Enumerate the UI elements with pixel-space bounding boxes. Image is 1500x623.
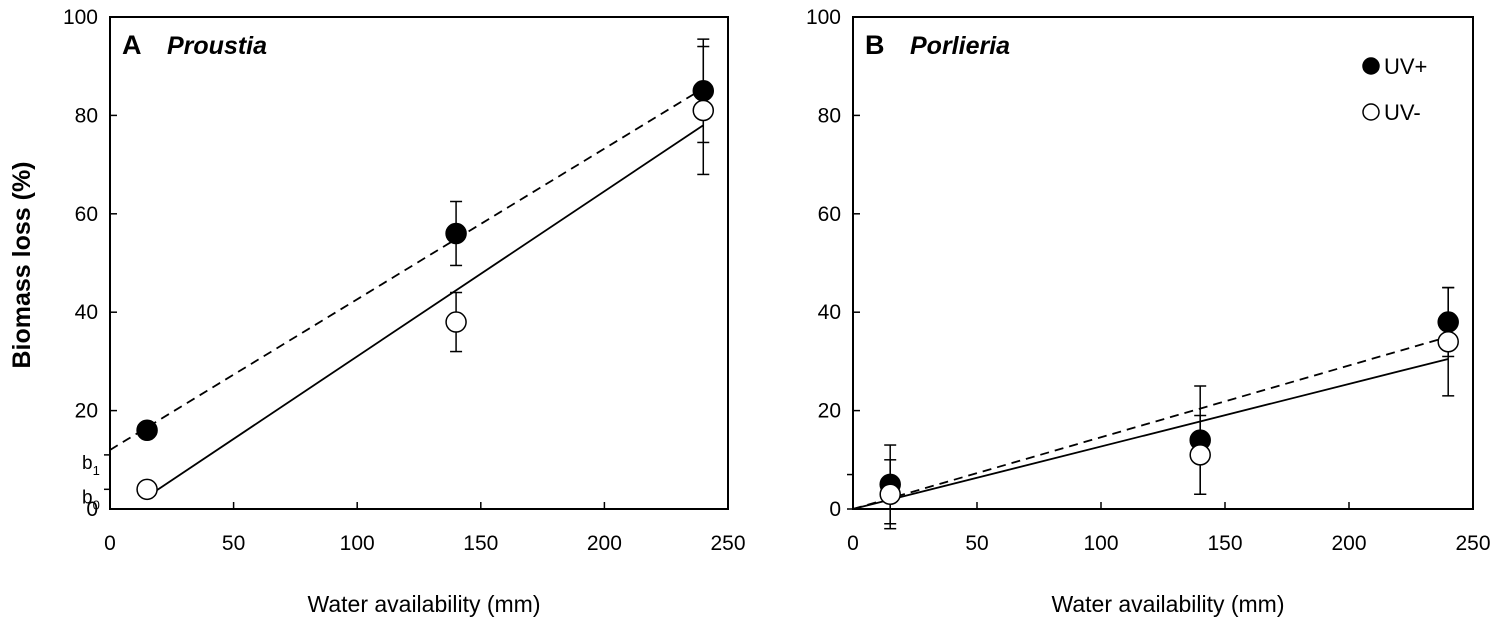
x-tick-label: 150	[463, 532, 498, 555]
x-tick-label: 150	[1207, 532, 1242, 555]
plot-frame	[852, 16, 1474, 510]
data-point-uv-minus	[445, 311, 467, 333]
y-tick-label: 100	[63, 6, 98, 29]
x-tick-label: 0	[104, 532, 116, 555]
intercept-label: b1	[82, 453, 100, 478]
panel-a: 0 20 40 60 80 100 0 50 100 150 200 250 Water availab…	[63, 6, 746, 617]
panel-species: Porlieria	[910, 32, 1010, 60]
data-point-uv-minus	[1437, 330, 1459, 353]
y-tick-label: 40	[75, 301, 98, 324]
legend-marker-open	[1362, 103, 1380, 121]
x-tick-label: 250	[1455, 532, 1490, 555]
y-tick-label: 0	[86, 498, 98, 521]
data-point-uv-plus	[1437, 311, 1459, 333]
y-tick-label: 60	[75, 203, 98, 226]
legend-label: UV+	[1384, 54, 1427, 79]
x-tick-label: 50	[965, 532, 988, 555]
panel-letter: A	[122, 30, 142, 60]
x-tick-label: 100	[340, 532, 375, 555]
y-tick-label: 20	[818, 400, 841, 423]
panel-species: Proustia	[167, 32, 267, 60]
fit-line-dashed	[109, 87, 704, 451]
fit-line-dashed	[852, 335, 1449, 510]
x-tick-label: 250	[710, 532, 745, 555]
y-tick-label: 80	[75, 104, 98, 127]
panel-b: 0 20 40 60 80 100 0 50 100 150 200 250 Water availab…	[806, 6, 1491, 617]
x-tick-label: 200	[1331, 532, 1366, 555]
plot-frame	[109, 16, 729, 510]
legend-marker-filled	[1362, 57, 1380, 75]
data-point-uv-minus	[692, 99, 715, 122]
panel-letter: B	[865, 30, 885, 60]
x-axis-title: Water availability (mm)	[307, 591, 540, 617]
y-tick-label: 80	[818, 104, 841, 127]
legend-label: UV-	[1384, 100, 1421, 125]
x-tick-label: 50	[222, 532, 245, 555]
x-tick-label: 0	[847, 532, 859, 555]
data-point-uv-minus	[136, 478, 158, 501]
y-tick-label: 20	[75, 400, 98, 423]
y-axis-title: Biomass loss (%)	[8, 161, 36, 368]
data-point-uv-plus	[692, 80, 715, 102]
x-axis-title: Water availability (mm)	[1051, 591, 1284, 617]
intercept-label: b0	[82, 487, 100, 512]
x-tick-label: 200	[587, 532, 622, 555]
y-tick-label: 60	[818, 203, 841, 226]
y-tick-label: 0	[829, 498, 841, 521]
data-point-uv-minus	[879, 483, 901, 505]
x-tick-label: 100	[1083, 532, 1118, 555]
data-point-uv-plus	[136, 419, 158, 442]
fit-line-solid	[852, 358, 1449, 510]
fit-line-solid	[146, 124, 704, 498]
y-tick-label: 100	[806, 6, 841, 29]
y-tick-label: 40	[818, 301, 841, 324]
data-point-uv-plus	[445, 222, 467, 245]
data-point-uv-minus	[1189, 444, 1211, 466]
